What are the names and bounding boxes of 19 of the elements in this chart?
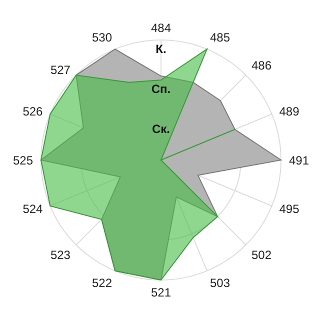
spoke-label: 524 <box>22 202 44 216</box>
spoke-label: 526 <box>22 104 44 118</box>
spoke-label: 525 <box>12 153 34 168</box>
y-tick-label: Сп. <box>151 82 171 96</box>
y-tick-label: К. <box>156 42 166 56</box>
spoke-label: 489 <box>279 104 300 118</box>
spoke-label: 530 <box>92 30 112 45</box>
spoke-label: 485 <box>210 30 230 45</box>
spoke-label: 522 <box>92 276 112 290</box>
y-tick-label: Ск. <box>152 122 170 136</box>
spoke-label: 503 <box>210 276 230 290</box>
spoke-label: 491 <box>289 153 310 168</box>
spoke-label: 486 <box>252 58 272 72</box>
spoke-label: 521 <box>150 286 172 300</box>
spoke-label: 484 <box>150 21 172 35</box>
spoke-label: 523 <box>50 248 71 262</box>
spoke-label: 495 <box>279 202 300 216</box>
spoke-label: 502 <box>252 248 272 262</box>
spoke-label: 527 <box>50 62 71 77</box>
